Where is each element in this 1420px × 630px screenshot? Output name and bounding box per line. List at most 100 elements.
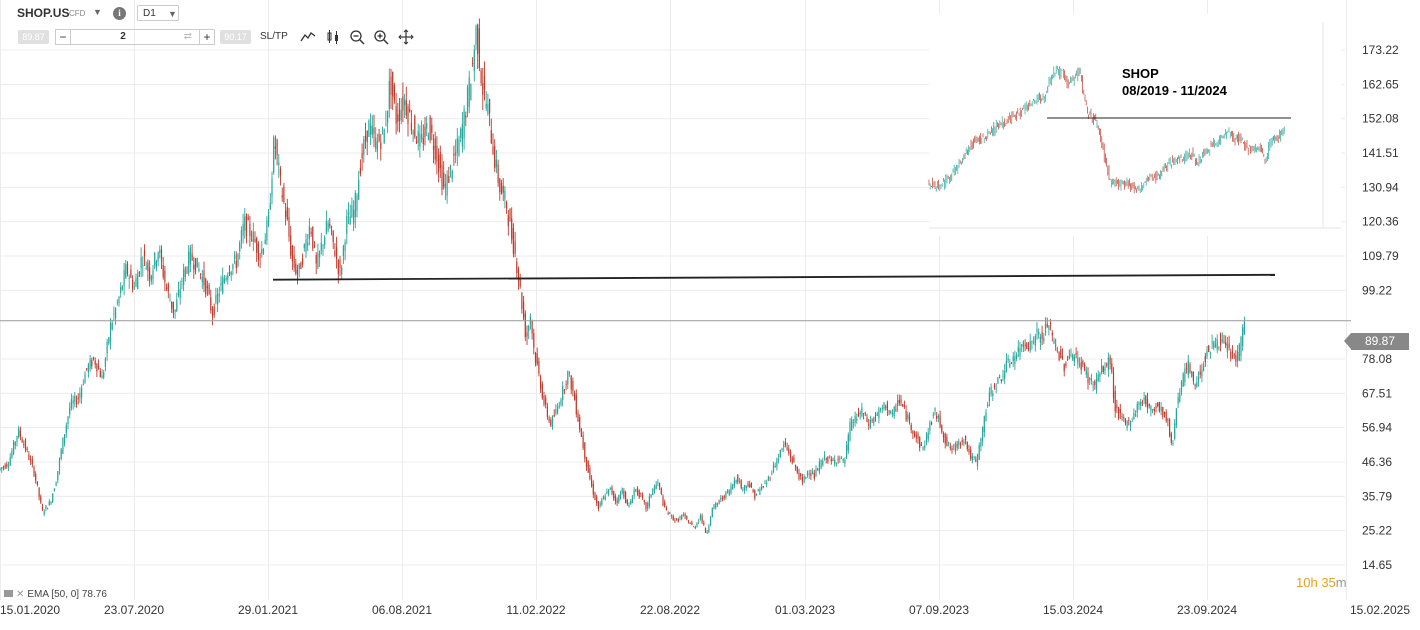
timer-hours: 10 bbox=[1296, 575, 1311, 590]
quantity-stepper[interactable]: − 2 ⇄ + bbox=[55, 29, 215, 45]
swap-icon[interactable]: ⇄ bbox=[183, 31, 192, 42]
candle-body bbox=[953, 445, 955, 447]
candle-body bbox=[657, 482, 659, 483]
candle-body bbox=[354, 192, 356, 218]
candle-body bbox=[1220, 334, 1222, 345]
candle-body bbox=[18, 428, 20, 438]
increase-button[interactable]: + bbox=[199, 30, 214, 44]
candle-body bbox=[744, 485, 746, 491]
candle-body bbox=[754, 490, 756, 499]
candle-body bbox=[956, 443, 958, 448]
candle-body bbox=[829, 456, 831, 458]
candle-body bbox=[1073, 356, 1075, 362]
candle-body bbox=[575, 394, 577, 415]
candle-body bbox=[113, 313, 115, 315]
quantity-value[interactable]: 2 bbox=[120, 31, 126, 42]
indicator-legend[interactable]: ✕ EMA [50, 0] 78.76 bbox=[4, 589, 107, 600]
candle-body bbox=[844, 459, 846, 464]
candle-body bbox=[485, 103, 487, 109]
candle-body bbox=[145, 268, 147, 270]
candle-body bbox=[1104, 367, 1106, 372]
bid-price-box[interactable]: 89.87 bbox=[18, 30, 49, 44]
candle-body bbox=[264, 239, 266, 245]
candle-body bbox=[305, 239, 307, 253]
candle-body bbox=[210, 297, 212, 311]
y-tick-label: 162.65 bbox=[1362, 77, 1399, 91]
candle-body bbox=[412, 131, 414, 135]
candle-body bbox=[667, 513, 669, 515]
line-chart-icon[interactable] bbox=[300, 29, 316, 45]
candle-body bbox=[982, 427, 984, 442]
candle-body bbox=[356, 195, 358, 212]
candle-body bbox=[891, 412, 894, 415]
zoom-out-icon[interactable] bbox=[349, 29, 365, 45]
symbol-dropdown-icon[interactable]: ▼ bbox=[93, 7, 102, 17]
candle-body bbox=[13, 442, 15, 455]
candle-body bbox=[1123, 416, 1125, 420]
candle-body bbox=[1233, 354, 1235, 357]
candle-body bbox=[478, 28, 480, 68]
candle-body bbox=[154, 252, 156, 266]
indicator-settings-icon[interactable] bbox=[4, 590, 13, 597]
candle-body bbox=[669, 512, 671, 514]
y-tick-label: 120.36 bbox=[1362, 215, 1399, 229]
candle-body bbox=[1016, 354, 1018, 360]
candle-body bbox=[58, 458, 61, 471]
y-tick-label: 130.94 bbox=[1362, 180, 1399, 194]
candle-body bbox=[1192, 371, 1194, 382]
candle-body bbox=[220, 282, 222, 286]
candle-body bbox=[1085, 369, 1087, 375]
symbol-label[interactable]: SHOP.US bbox=[17, 6, 70, 20]
decrease-button[interactable]: − bbox=[56, 30, 71, 44]
candle-body bbox=[373, 127, 375, 134]
candle-body bbox=[208, 285, 210, 294]
candle-body bbox=[483, 75, 486, 90]
candle-body bbox=[1141, 401, 1143, 403]
candle-body bbox=[946, 436, 948, 447]
candle-body bbox=[11, 451, 13, 458]
candle-body bbox=[1010, 363, 1013, 365]
candle-body bbox=[1240, 337, 1242, 356]
candle-body bbox=[298, 263, 300, 270]
candle-body bbox=[587, 460, 589, 473]
candle-body bbox=[261, 248, 263, 254]
candle-body bbox=[92, 357, 95, 360]
candle-body bbox=[745, 485, 747, 488]
candle-body bbox=[147, 262, 149, 272]
sltp-button[interactable]: SL/TP bbox=[260, 31, 288, 42]
candle-body bbox=[358, 179, 360, 200]
candle-body bbox=[592, 484, 594, 495]
candle-body bbox=[444, 183, 446, 189]
candle-body bbox=[251, 239, 253, 241]
candle-body bbox=[36, 481, 38, 485]
candles-icon[interactable] bbox=[326, 29, 342, 45]
candle-body bbox=[662, 496, 664, 506]
candle-body bbox=[184, 267, 186, 277]
candle-body bbox=[67, 416, 69, 424]
timer-minutes: 35 bbox=[1321, 575, 1336, 590]
timeframe-select[interactable]: D1 ▼ bbox=[137, 5, 179, 21]
chevron-down-icon: ▼ bbox=[168, 9, 177, 19]
candle-body bbox=[490, 130, 492, 144]
indicator-remove-icon[interactable]: ✕ bbox=[16, 589, 25, 600]
candle-body bbox=[330, 226, 333, 229]
candle-body bbox=[791, 457, 793, 463]
candle-body bbox=[1111, 363, 1113, 372]
candle-body bbox=[290, 235, 292, 256]
candle-body bbox=[225, 277, 227, 281]
candle-body bbox=[1146, 398, 1149, 408]
candle-body bbox=[109, 323, 112, 342]
move-icon[interactable] bbox=[398, 29, 414, 45]
candle-body bbox=[1199, 371, 1201, 375]
zoom-in-icon[interactable] bbox=[373, 29, 389, 45]
candle-body bbox=[278, 162, 280, 165]
candle-body bbox=[172, 301, 174, 314]
candle-body bbox=[920, 444, 922, 446]
candle-body bbox=[1211, 342, 1213, 344]
info-icon[interactable]: i bbox=[113, 7, 126, 20]
candle-body bbox=[206, 286, 208, 289]
candle-body bbox=[614, 496, 616, 502]
candle-body bbox=[477, 24, 479, 54]
ask-price-box[interactable]: 90.17 bbox=[220, 30, 251, 44]
